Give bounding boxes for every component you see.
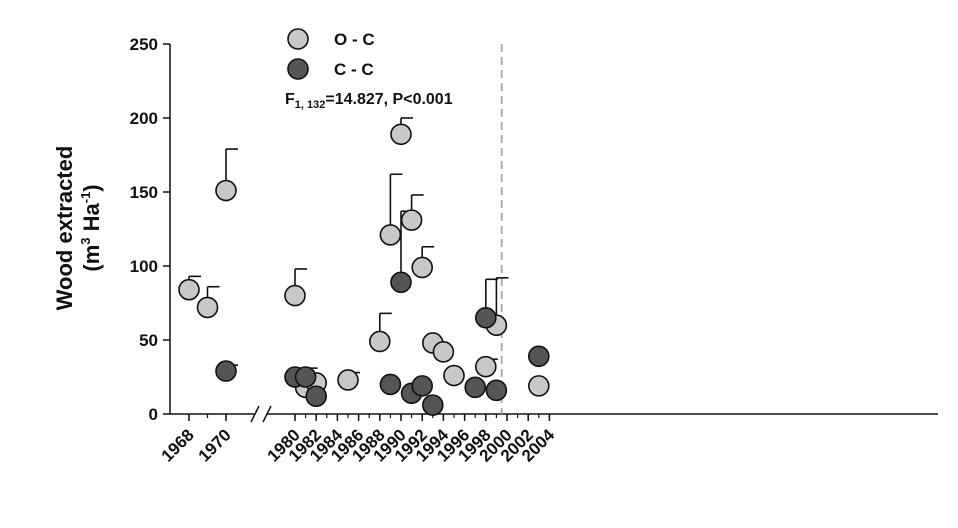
point-cc xyxy=(305,385,328,408)
legend-marker-oc xyxy=(287,28,309,50)
point-cc xyxy=(411,375,434,397)
point-cc xyxy=(390,271,412,294)
point-cc xyxy=(485,379,508,402)
point-oc xyxy=(443,364,465,387)
point-oc xyxy=(527,375,550,397)
legend-label-cc: C - C xyxy=(334,60,374,79)
point-cc xyxy=(379,373,402,396)
legend-label-oc: O - C xyxy=(334,30,375,49)
y-tick-label: 0 xyxy=(149,405,158,424)
y-axis-unit-exp: 3 xyxy=(78,238,93,245)
point-oc xyxy=(368,330,391,353)
point-oc xyxy=(215,179,237,202)
x-tick-label: 1968 xyxy=(158,425,198,465)
point-oc xyxy=(474,355,497,378)
stat-suffix: =14.827, P<0.001 xyxy=(325,91,452,108)
data-points xyxy=(178,123,550,416)
stat-subscript: 1, 132 xyxy=(295,99,326,111)
point-cc xyxy=(464,376,487,399)
error-bars xyxy=(188,117,509,380)
point-cc xyxy=(527,345,550,368)
point-oc xyxy=(390,123,412,146)
point-oc xyxy=(196,296,219,319)
stat-annotation: F1, 132=14.827, P<0.001 xyxy=(285,91,453,111)
point-oc xyxy=(284,284,306,307)
point-cc xyxy=(215,360,237,382)
y-axis-unit: m xyxy=(79,245,104,265)
y-axis-title-line2: (m3 Ha-1) xyxy=(78,184,104,271)
point-oc xyxy=(379,224,402,246)
point-oc xyxy=(432,341,455,363)
y-tick-label: 150 xyxy=(130,183,158,202)
point-cc xyxy=(474,306,497,329)
legend: O - C C - C xyxy=(287,28,375,80)
point-oc xyxy=(411,256,434,279)
stat-prefix: F xyxy=(285,91,295,108)
axis-break-mark xyxy=(262,405,272,423)
point-oc xyxy=(400,209,423,231)
y-axis-title-line1: Wood extracted xyxy=(52,146,77,311)
y-tick-label: 100 xyxy=(130,257,158,276)
point-cc xyxy=(421,394,444,416)
x-tick-label: 1970 xyxy=(195,425,235,465)
y-axis-unit2: Ha xyxy=(79,203,104,238)
point-oc xyxy=(178,278,200,301)
legend-marker-cc xyxy=(287,58,309,80)
y-axis-unit2-exp: -1 xyxy=(78,192,93,204)
point-cc xyxy=(294,366,317,388)
point-oc xyxy=(337,369,359,391)
y-axis-title: Wood extracted (m3 Ha-1) xyxy=(52,146,104,311)
y-tick-label: 50 xyxy=(139,331,158,350)
axis-break-mark xyxy=(250,405,260,423)
y-tick-label: 250 xyxy=(130,35,158,54)
y-tick-label: 200 xyxy=(130,109,158,128)
